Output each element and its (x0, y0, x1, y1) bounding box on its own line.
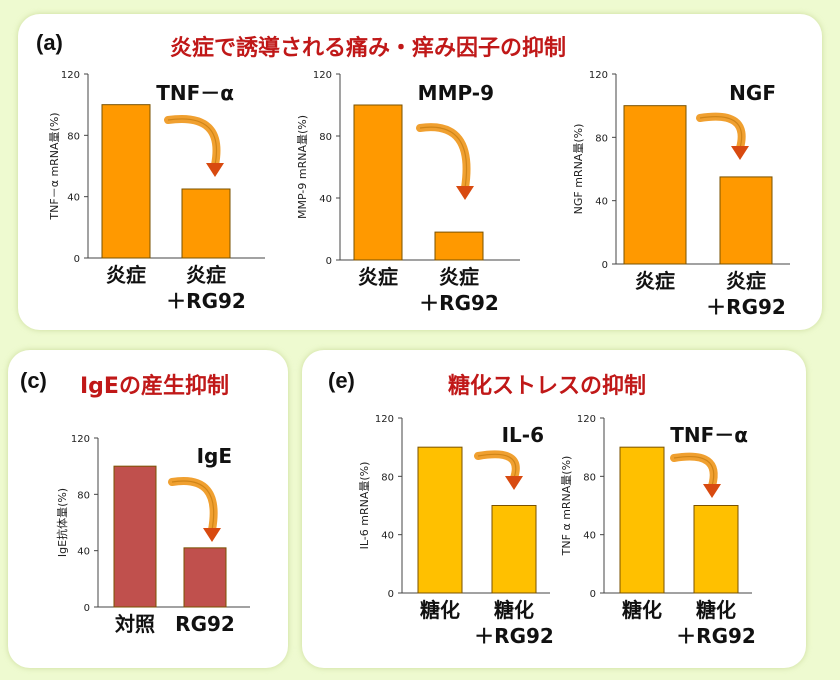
panel-a-title: 炎症で誘導される痛み・痒み因子の抑制 (170, 36, 567, 61)
category-label: RG92 (175, 612, 235, 636)
chart-title: TNF－α (156, 81, 234, 105)
category-label: 炎症 (726, 269, 766, 293)
category-label: 炎症 (186, 263, 226, 287)
y-tick-label: 120 (577, 414, 596, 425)
panel-e-label: (e) (328, 368, 355, 393)
chart-title: MMP-9 (418, 81, 494, 105)
panel-e-title: 糖化ストレスの抑制 (448, 374, 647, 399)
y-tick-label: 120 (313, 70, 332, 81)
arrow-head (203, 528, 221, 542)
category-label: 糖化 (622, 598, 662, 622)
y-axis-label: TNF－α mRNA量(%) (48, 112, 61, 220)
y-tick-label: 120 (589, 70, 608, 81)
y-axis-label: IL-6 mRNA量(%) (358, 462, 371, 550)
y-tick-label: 40 (583, 531, 596, 542)
y-axis-label: NGF mRNA量(%) (572, 124, 585, 215)
y-tick-label: 0 (602, 260, 608, 271)
chart-title: NGF (729, 81, 776, 105)
bar (491, 505, 537, 594)
curved-arrow (168, 477, 218, 534)
category-label: ＋RG92 (706, 295, 786, 319)
category-label: 炎症 (635, 269, 675, 293)
category-label: ＋RG92 (166, 289, 246, 313)
bar (183, 547, 227, 608)
bar (181, 188, 231, 259)
curved-arrow-outline (167, 118, 217, 166)
category-label: 対照 (114, 612, 155, 636)
curved-arrow-outline (699, 116, 743, 149)
panel-c-label: (c) (20, 368, 47, 393)
arrow-head (505, 476, 523, 490)
y-tick-label: 40 (77, 547, 90, 558)
arrow-head (703, 484, 721, 498)
panel-c: (c) IgEの産生抑制 (8, 350, 288, 668)
y-tick-label: 0 (84, 603, 90, 614)
y-tick-label: 80 (583, 472, 596, 483)
panel-a: (a) 炎症で誘導される痛み・痒み因子の抑制 (18, 14, 822, 330)
arrow-head (456, 186, 474, 200)
y-tick-label: 80 (595, 133, 608, 144)
y-axis-label: IgE抗体量(%) (55, 488, 69, 557)
y-tick-label: 80 (319, 132, 332, 143)
y-tick-label: 40 (67, 193, 80, 204)
bar (619, 446, 665, 594)
bar (353, 104, 403, 261)
arrow-head (206, 163, 224, 177)
category-label: ＋RG92 (676, 624, 756, 648)
y-tick-label: 80 (381, 472, 394, 483)
arrow-head (731, 146, 749, 160)
bar (623, 105, 687, 265)
y-tick-label: 0 (74, 254, 80, 265)
y-tick-label: 80 (77, 490, 90, 501)
curved-arrow-outline (673, 456, 715, 487)
category-label: ＋RG92 (474, 624, 554, 648)
curved-arrow-outline (419, 126, 468, 189)
y-tick-label: 120 (375, 414, 394, 425)
category-label: 糖化 (696, 598, 736, 622)
curved-arrow (164, 115, 221, 169)
bar (434, 231, 484, 261)
chart-c1: 0 40 80 120 IgE抗体量(%) 対照 RG92 IgE (55, 434, 250, 636)
category-label: 糖化 (420, 598, 460, 622)
bar (113, 465, 157, 608)
y-tick-label: 120 (61, 70, 80, 81)
bar (101, 104, 151, 259)
category-label: 糖化 (494, 598, 534, 622)
y-axis-label: TNF α mRNA量(%) (560, 456, 573, 557)
curved-arrow (416, 123, 471, 192)
panel-a-label: (a) (36, 30, 63, 55)
y-tick-label: 40 (319, 194, 332, 205)
bar (417, 446, 463, 594)
chart-title: IL-6 (502, 423, 544, 447)
bar (693, 505, 739, 594)
category-label: 炎症 (106, 263, 146, 287)
y-tick-label: 0 (590, 589, 596, 600)
curved-arrow-outline (477, 453, 517, 479)
y-axis-label: MMP-9 mRNA量(%) (296, 115, 309, 219)
y-tick-label: 40 (595, 197, 608, 208)
chart-title: IgE (197, 444, 232, 468)
y-tick-label: 0 (388, 589, 394, 600)
bar (719, 176, 773, 265)
y-tick-label: 0 (326, 256, 332, 267)
y-tick-label: 40 (381, 531, 394, 542)
chart-title: TNF－α (670, 423, 748, 447)
panel-c-title: IgEの産生抑制 (80, 374, 229, 399)
category-label: 炎症 (439, 265, 479, 289)
curved-arrow-outline (171, 480, 215, 531)
y-tick-label: 80 (67, 131, 80, 142)
category-label: ＋RG92 (419, 291, 499, 315)
y-tick-label: 120 (71, 434, 90, 445)
category-label: 炎症 (358, 265, 398, 289)
